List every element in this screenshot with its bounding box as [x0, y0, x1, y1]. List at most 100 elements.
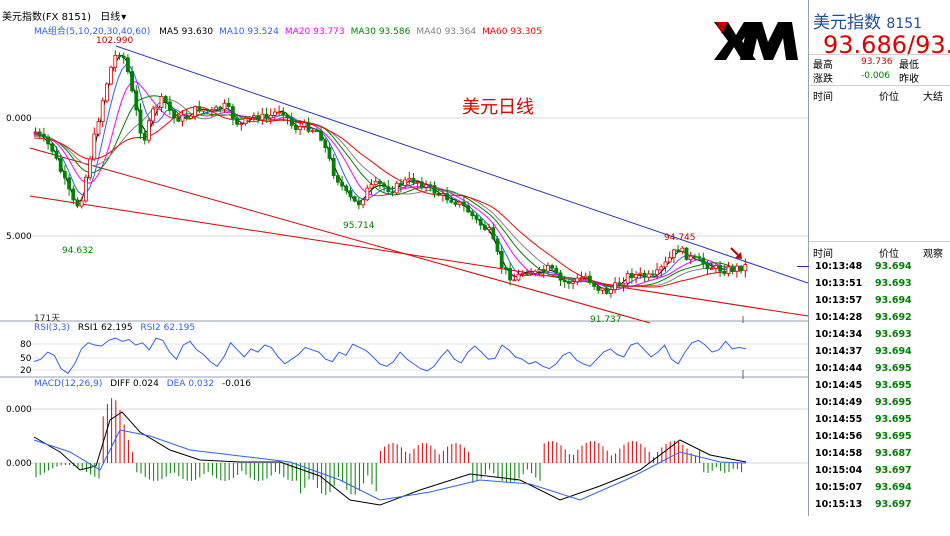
- candle-body: [554, 267, 559, 274]
- candle-body: [272, 111, 277, 116]
- candle-body: [138, 109, 143, 134]
- rsi1-value: RSI1 62.195: [77, 323, 133, 333]
- candle-body: [466, 205, 471, 213]
- candle-body: [541, 269, 546, 272]
- candle-body: [365, 187, 370, 201]
- macd-params[interactable]: MACD(12,26,9): [34, 379, 103, 389]
- col-extra-header: 大结: [923, 92, 943, 103]
- candle-body: [525, 272, 529, 275]
- candle-body: [344, 185, 349, 192]
- candle-body: [67, 177, 71, 190]
- candle-body: [583, 275, 588, 279]
- tick-row: 10:14:28 93.692: [809, 312, 950, 329]
- candle-body: [701, 257, 706, 264]
- macd-dea: DEA 0.032: [166, 379, 215, 389]
- candle-body: [113, 54, 118, 68]
- candle-body: [260, 113, 265, 121]
- candle-body: [495, 238, 500, 252]
- change-value: -0.006: [861, 71, 891, 81]
- candle-body: [461, 201, 466, 207]
- chart-title: 美元日线: [462, 97, 534, 118]
- candle-body: [226, 102, 231, 108]
- candle-body: [436, 192, 441, 196]
- candle-body: [180, 114, 185, 122]
- tick-row: 10:13:57 93.694: [809, 295, 950, 312]
- candle-body: [285, 114, 290, 118]
- chart-area[interactable]: 美元指数(FX 8151) 日线▾ MA组合(5,10,20,30,40,60)…: [0, 0, 809, 516]
- candle-body: [470, 211, 475, 217]
- candle-body: [428, 184, 433, 187]
- candle-body: [247, 116, 252, 119]
- macd-diff: DIFF 0.024: [110, 379, 159, 389]
- candle-body: [188, 115, 193, 119]
- tick-price: 93.695: [875, 380, 912, 391]
- candle-body: [356, 200, 361, 206]
- candle-body: [394, 182, 399, 194]
- candle-body: [672, 249, 676, 258]
- close-label: 昨收: [899, 74, 919, 85]
- ma-legend-item: MA60 93.305: [482, 27, 542, 37]
- candle-body: [508, 268, 513, 281]
- candle-body: [105, 83, 109, 102]
- channel-line-mid: [29, 147, 651, 324]
- candle-body: [71, 188, 76, 201]
- candle-body: [264, 113, 269, 119]
- candlestick-chart[interactable]: 0.000 5.000 80 50 20 0.000 0.000 美元日线 10…: [0, 0, 808, 516]
- candle-body: [516, 273, 521, 281]
- candle-body: [281, 111, 286, 116]
- candle-body: [440, 193, 445, 196]
- candle-body: [533, 270, 538, 274]
- candle-body: [617, 282, 622, 286]
- candle-body: [327, 147, 332, 159]
- candle-body: [663, 261, 668, 268]
- quote-code: 8151: [886, 16, 923, 32]
- y-tick-label: 0.000: [6, 114, 32, 124]
- candle-body: [79, 200, 84, 207]
- candle-body: [50, 143, 55, 152]
- tick-row: 10:13:51 93.693: [809, 278, 950, 295]
- candle-body: [222, 102, 227, 110]
- quote-title: 美元指数 8151: [813, 8, 922, 33]
- col-extra-header-2: 观察: [923, 249, 943, 260]
- tick-row: 10:15:04 93.697: [809, 465, 950, 482]
- ma-group-label[interactable]: MA组合(5,10,20,30,40,60): [34, 27, 151, 37]
- rsi-series-line: [33, 337, 747, 374]
- chart-title-bar: 美元指数(FX 8151) 日线▾: [0, 8, 126, 24]
- change-label: 涨跌: [813, 74, 833, 85]
- tick-price: 93.695: [875, 431, 912, 442]
- candle-body: [718, 265, 722, 272]
- candle-body: [684, 247, 689, 260]
- macd-histogram: [35, 398, 743, 495]
- candle-body: [235, 118, 240, 125]
- candle-body: [382, 183, 387, 188]
- period-selector[interactable]: 日线▾: [100, 12, 126, 23]
- candle-body: [453, 201, 458, 205]
- candle-body: [739, 265, 743, 272]
- candle-body: [482, 224, 487, 230]
- candle-body: [529, 272, 533, 275]
- col-price-header-2: 价位: [879, 249, 899, 260]
- candle-body: [373, 180, 378, 186]
- tick-time: 10:14:45: [815, 380, 863, 391]
- tick-time: 10:14:28: [815, 312, 863, 323]
- candle-body: [33, 131, 38, 134]
- tick-row: 10:14:58 93.687: [809, 448, 950, 465]
- candle-body: [474, 215, 479, 220]
- candle-body: [331, 158, 336, 177]
- tick-row: 10:13:48 93.694: [809, 261, 950, 278]
- high-value: 93.736: [861, 57, 893, 67]
- tick-price: 93.695: [875, 363, 912, 374]
- price-annotation-high-2: 94.745: [664, 233, 696, 243]
- candle-body: [667, 257, 672, 263]
- candle-body: [604, 287, 609, 294]
- tick-time: 10:15:13: [815, 499, 863, 510]
- rsi-level-label: 80: [20, 340, 32, 350]
- ma-legend-item: MA40 93.364: [416, 27, 477, 37]
- tick-time: 10:14:58: [815, 448, 863, 459]
- candle-body: [251, 115, 256, 118]
- rsi-params[interactable]: RSI(3,3): [34, 323, 70, 333]
- candle-body: [487, 227, 492, 230]
- candle-body: [655, 269, 659, 276]
- price-marker: [797, 266, 809, 267]
- candle-body: [361, 199, 366, 206]
